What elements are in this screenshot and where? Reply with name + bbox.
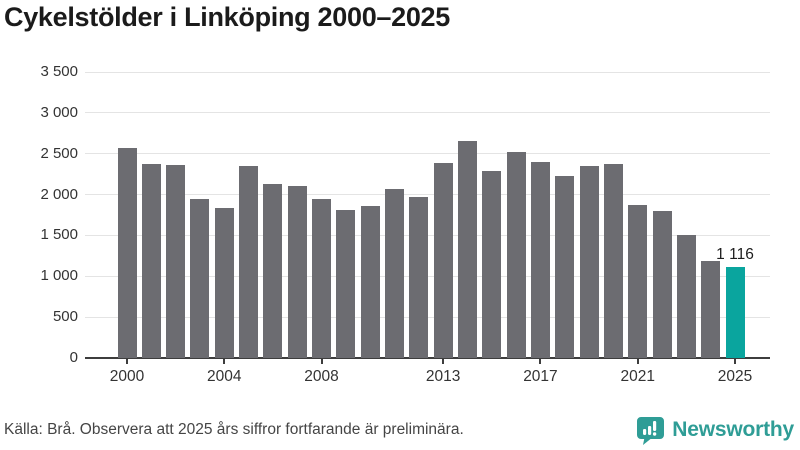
x-axis-label-2000: 2000 [109,368,145,385]
bar-2004 [214,207,234,358]
y-axis-label: 3 000 [40,103,78,121]
bar-2003 [190,199,210,358]
x-axis-label-2025: 2025 [717,368,753,385]
x-axis-label-2004: 2004 [207,368,242,385]
x-axis-label-2017: 2017 [523,368,558,385]
bar-2017 [530,161,550,358]
bar-2025 [725,266,745,358]
bar-2021 [628,204,648,358]
x-tick-2025 [734,358,736,364]
x-tick-2008 [320,358,323,364]
bar-2019 [579,165,599,358]
gridline-2500 [85,153,770,155]
x-tick-2021 [636,358,639,364]
x-axis-label-2021: 2021 [620,368,655,385]
bar-2010 [360,206,380,358]
bar-2022 [652,210,672,358]
bar-2011 [385,188,405,358]
y-axis-label: 1 500 [40,226,78,244]
x-tick-2013 [442,358,445,364]
bar-2007 [287,186,307,358]
y-axis-label: 2 500 [40,144,78,162]
x-tick-2004 [223,358,226,364]
bar-chart-plot: 0 500 1 000 1 500 2 000 2 500 3 000 3 500 1 116 2… [40,63,770,385]
bar-2006 [263,183,283,358]
y-axis-label: 500 [52,308,78,326]
y-axis-label: 1 000 [40,267,78,285]
bar-2013 [433,162,453,358]
bar-2009 [336,210,356,358]
source-note: Källa: Brå. Observera att 2025 års siffr… [4,421,464,438]
x-axis-label-2013: 2013 [425,368,461,385]
bar-2005 [239,165,259,358]
gridline-3000 [85,112,770,114]
x-tick-2000 [126,358,128,364]
bar-chart-speech-bubble-icon [636,416,665,445]
chart-title: Cykelstölder i Linköping 2000–2025 [4,2,450,32]
bar-2016 [506,152,526,358]
newsworthy-logo: Newsworthy [636,416,794,445]
bar-2000 [117,147,137,358]
x-axis-line [85,357,770,359]
footer: Källa: Brå. Observera att 2025 års siffr… [4,414,794,446]
bar-2008 [312,199,332,358]
x-axis-label-2008: 2008 [304,368,339,385]
gridline-3500 [85,71,770,73]
brand-name: Newsworthy [672,418,794,441]
bar-2015 [482,170,502,358]
y-axis-label: 2 000 [40,185,78,203]
bar-2020 [603,164,623,358]
y-axis-label: 0 [69,349,78,366]
bar-2023 [676,235,696,358]
bar-2002 [166,165,186,358]
bar-2014 [457,141,477,358]
highlight-value-label: 1 116 [716,245,754,263]
x-tick-2017 [539,358,542,364]
bar-2024 [701,260,721,358]
bar-2012 [409,196,429,358]
bar-2018 [555,175,575,358]
y-axis-label: 3 500 [40,63,78,80]
bar-2001 [141,163,161,358]
gridline-2000 [85,194,770,196]
